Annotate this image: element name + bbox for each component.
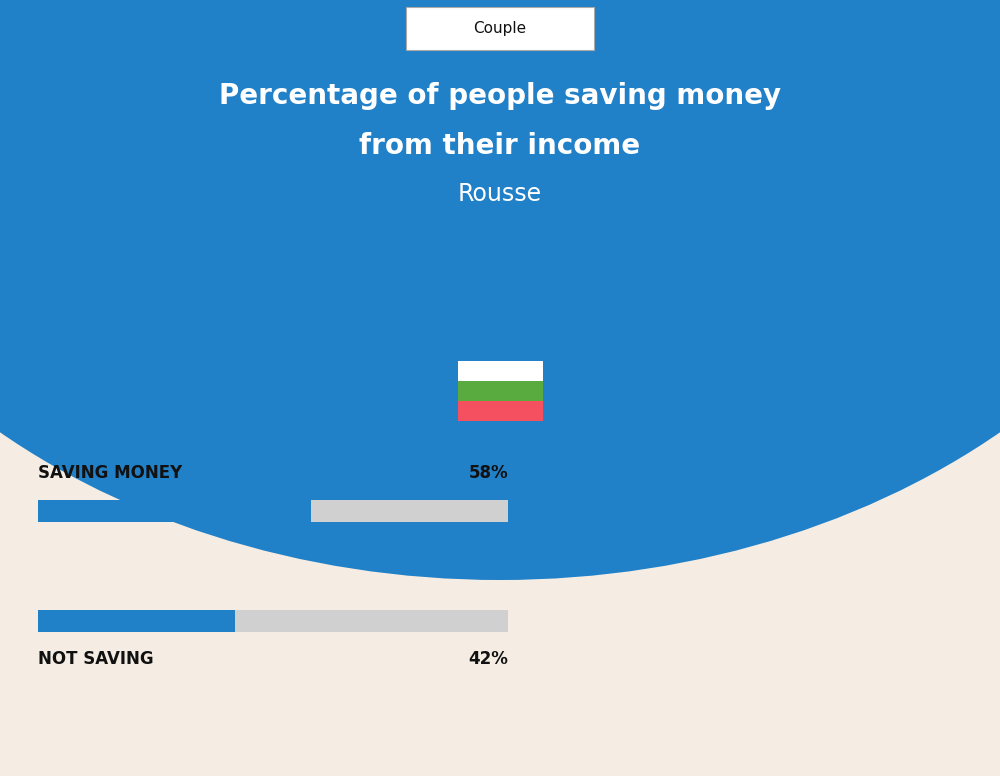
Bar [458, 401, 542, 421]
Text: NOT SAVING: NOT SAVING [38, 650, 154, 668]
Text: Couple: Couple [473, 21, 527, 36]
Bar [458, 361, 542, 381]
Bar [0, 0, 1000, 226]
Bar [38, 610, 508, 632]
Bar [38, 500, 508, 522]
Bar [38, 500, 311, 522]
Text: Rousse: Rousse [458, 182, 542, 206]
Ellipse shape [0, 0, 1000, 580]
FancyBboxPatch shape [406, 7, 594, 50]
Text: SAVING MONEY: SAVING MONEY [38, 464, 182, 482]
Text: from their income: from their income [359, 132, 641, 160]
Text: Percentage of people saving money: Percentage of people saving money [219, 82, 781, 110]
Text: 58%: 58% [468, 464, 508, 482]
Bar [458, 381, 542, 401]
Text: 42%: 42% [468, 650, 508, 668]
Bar [38, 610, 235, 632]
